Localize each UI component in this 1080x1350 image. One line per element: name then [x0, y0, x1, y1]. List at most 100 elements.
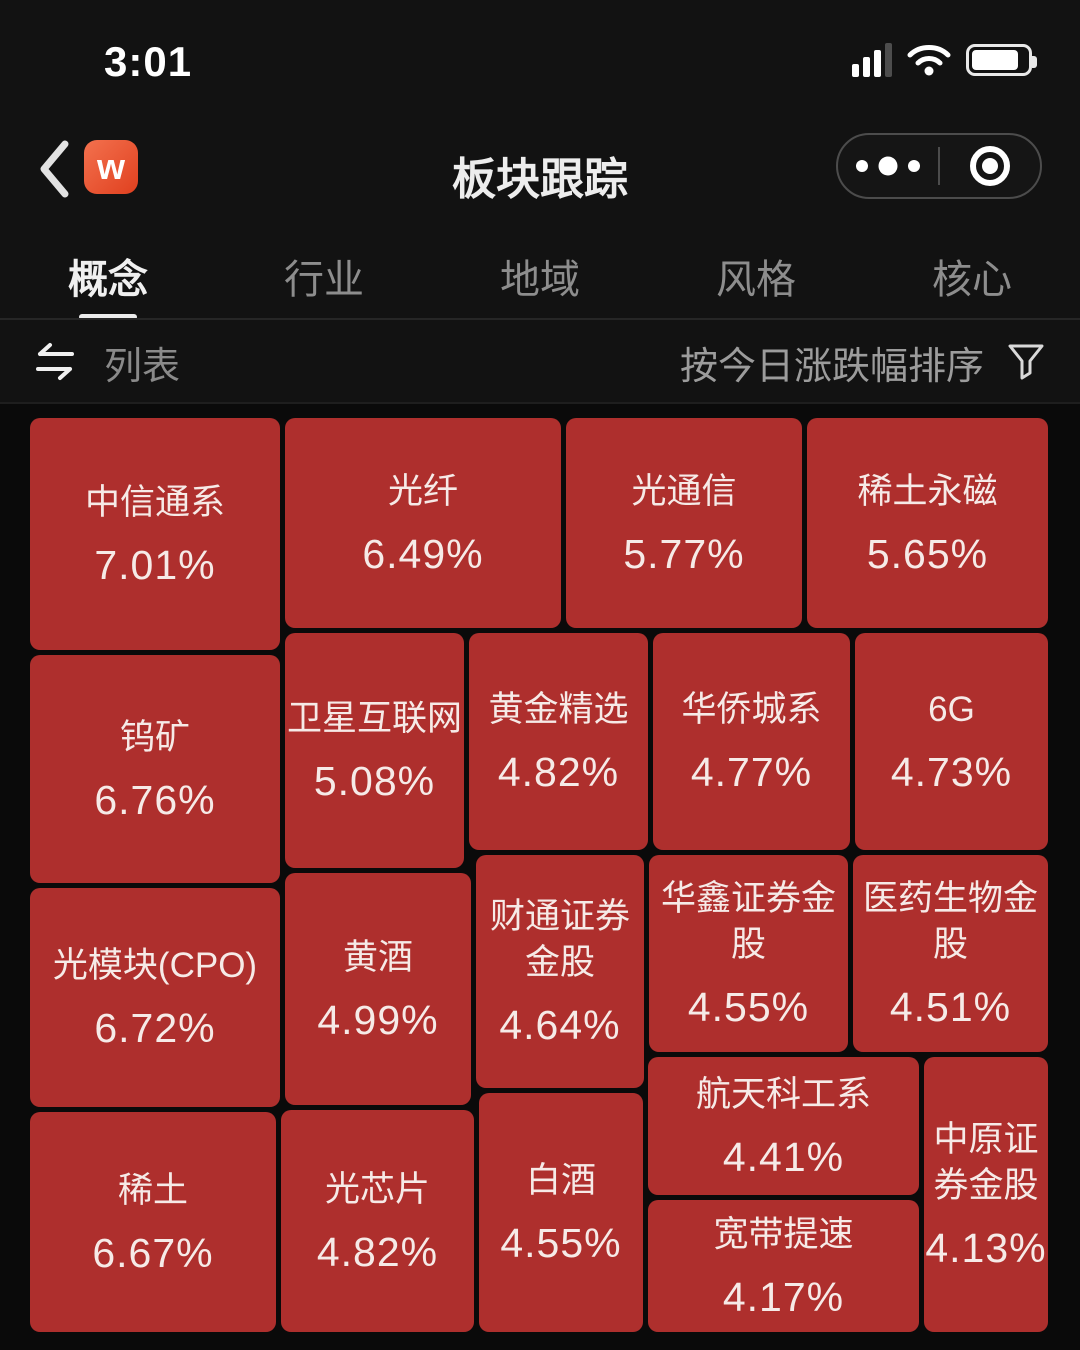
treemap-tile-14[interactable]: 医药生物金 股 4.51% — [853, 855, 1048, 1052]
tile-change: 4.17% — [722, 1273, 845, 1320]
treemap-tile-6[interactable]: 卫星互联网 5.08% — [285, 633, 464, 868]
tile-name: 钨矿 — [119, 717, 190, 757]
nav-bar: w 板块跟踪 — [0, 126, 1080, 210]
tab-3[interactable]: 地域 — [432, 234, 648, 318]
tile-name: 医药生物金 股 — [862, 879, 1038, 964]
tab-label: 风格 — [716, 258, 796, 302]
logo-letter: w — [96, 146, 125, 187]
tile-change: 4.99% — [317, 996, 439, 1043]
tab-bar: 概念 行业 地域 风格 核心 — [0, 234, 1080, 320]
toolbar: 列表 按今日涨跌幅排序 — [0, 322, 1080, 402]
tab-2[interactable]: 行业 — [216, 234, 432, 318]
status-time: 3:01 — [104, 38, 193, 85]
tile-change: 4.64% — [499, 1002, 621, 1048]
active-tab-indicator — [79, 314, 137, 320]
tile-name: 光通信 — [631, 471, 737, 511]
wifi-icon — [907, 45, 951, 76]
tile-name: 华侨城系 — [681, 690, 822, 729]
more-dots-icon — [856, 156, 920, 176]
tile-change: 5.08% — [313, 758, 436, 804]
treemap-tile-15[interactable]: 稀土 6.67% — [30, 1112, 276, 1332]
divider — [0, 318, 1080, 320]
tile-name: 航天科工系 — [695, 1074, 871, 1114]
tile-name: 6G — [928, 690, 975, 729]
capsule-divider — [938, 147, 940, 185]
tab-4[interactable]: 风格 — [648, 234, 864, 318]
swap-arrows-icon — [36, 343, 74, 380]
sort-order-button[interactable]: 按今日涨跌幅排序 — [680, 335, 1046, 390]
tile-name: 黄金精选 — [488, 690, 629, 729]
battery-icon — [966, 44, 1037, 76]
close-miniprogram-button[interactable] — [940, 135, 1040, 197]
treemap-tile-3[interactable]: 光通信 5.77% — [566, 418, 802, 628]
treemap-tile-17[interactable]: 白酒 4.55% — [479, 1093, 643, 1332]
tab-label: 行业 — [284, 258, 364, 302]
sort-order-label: 按今日涨跌幅排序 — [679, 345, 984, 388]
tile-change: 4.82% — [497, 749, 620, 795]
tile-name: 中原证 券金股 — [933, 1120, 1039, 1205]
tab-label: 核心 — [932, 258, 1012, 302]
tile-name: 稀土永磁 — [857, 471, 998, 511]
tile-name: 白酒 — [525, 1161, 596, 1200]
tab-1[interactable]: 概念 — [0, 234, 216, 320]
treemap-tile-19[interactable]: 宽带提速 4.17% — [648, 1200, 919, 1332]
tile-name: 光模块(CPO) — [52, 946, 258, 985]
tile-change: 6.67% — [92, 1229, 214, 1276]
treemap-tile-4[interactable]: 稀土永磁 5.65% — [807, 418, 1048, 628]
treemap-tile-12[interactable]: 财通证券 金股 4.64% — [476, 855, 644, 1088]
more-menu-button[interactable] — [838, 135, 938, 197]
tile-change: 4.51% — [889, 984, 1012, 1030]
tile-name: 稀土 — [117, 1170, 188, 1210]
filter-funnel-icon — [1008, 344, 1044, 380]
tile-change: 7.01% — [94, 541, 216, 588]
treemap-tile-18[interactable]: 航天科工系 4.41% — [648, 1057, 919, 1195]
tile-change: 4.55% — [500, 1220, 622, 1266]
tile-change: 6.49% — [362, 530, 484, 577]
status-icons — [852, 42, 1037, 78]
back-button[interactable] — [34, 138, 74, 200]
tile-change: 5.77% — [623, 530, 745, 577]
target-circle-icon — [970, 146, 1010, 186]
tile-name: 光芯片 — [324, 1169, 430, 1209]
tile-name: 光纤 — [387, 471, 458, 511]
tile-name: 宽带提速 — [713, 1214, 854, 1254]
treemap-tile-2[interactable]: 光纤 6.49% — [285, 418, 561, 628]
treemap-tile-7[interactable]: 黄金精选 4.82% — [469, 633, 648, 850]
cellular-signal-icon — [852, 43, 892, 77]
status-bar: 3:01 — [0, 28, 1080, 98]
divider — [0, 402, 1080, 404]
tile-change: 6.76% — [94, 776, 216, 823]
treemap-tile-8[interactable]: 华侨城系 4.77% — [653, 633, 850, 850]
tile-change: 4.82% — [316, 1228, 439, 1275]
list-view-button[interactable]: 列表 — [34, 335, 180, 390]
treemap-tile-9[interactable]: 6G 4.73% — [855, 633, 1048, 850]
miniprogram-capsule — [836, 133, 1042, 199]
tile-name: 中信通系 — [84, 482, 225, 522]
tab-label: 概念 — [68, 258, 148, 302]
tab-label: 地域 — [500, 258, 580, 302]
treemap-tile-13[interactable]: 华鑫证券金 股 4.55% — [649, 855, 848, 1052]
tile-change: 5.65% — [866, 530, 989, 577]
tab-5[interactable]: 核心 — [864, 234, 1080, 318]
page-title: 板块跟踪 — [452, 155, 628, 204]
tile-name: 卫星互联网 — [286, 699, 462, 738]
treemap-tile-20[interactable]: 中原证 券金股 4.13% — [924, 1057, 1048, 1332]
tile-change: 4.77% — [690, 749, 813, 795]
tile-change: 4.73% — [890, 749, 1013, 795]
tile-change: 6.72% — [94, 1005, 216, 1051]
treemap-tile-11[interactable]: 黄酒 4.99% — [285, 873, 471, 1105]
wind-app-logo: w — [84, 140, 138, 194]
list-view-label: 列表 — [104, 345, 181, 388]
tile-change: 4.13% — [925, 1225, 1047, 1271]
treemap-tile-5[interactable]: 钨矿 6.76% — [30, 655, 280, 883]
treemap-tile-16[interactable]: 光芯片 4.82% — [281, 1110, 474, 1332]
tile-name: 财通证券 金股 — [489, 897, 630, 982]
treemap-tile-10[interactable]: 光模块(CPO) 6.72% — [30, 888, 280, 1107]
tile-change: 4.41% — [722, 1133, 845, 1180]
treemap-tile-1[interactable]: 中信通系 7.01% — [30, 418, 280, 650]
tile-change: 4.55% — [687, 984, 810, 1030]
tile-name: 华鑫证券金 股 — [660, 879, 836, 964]
tile-name: 黄酒 — [342, 937, 413, 977]
